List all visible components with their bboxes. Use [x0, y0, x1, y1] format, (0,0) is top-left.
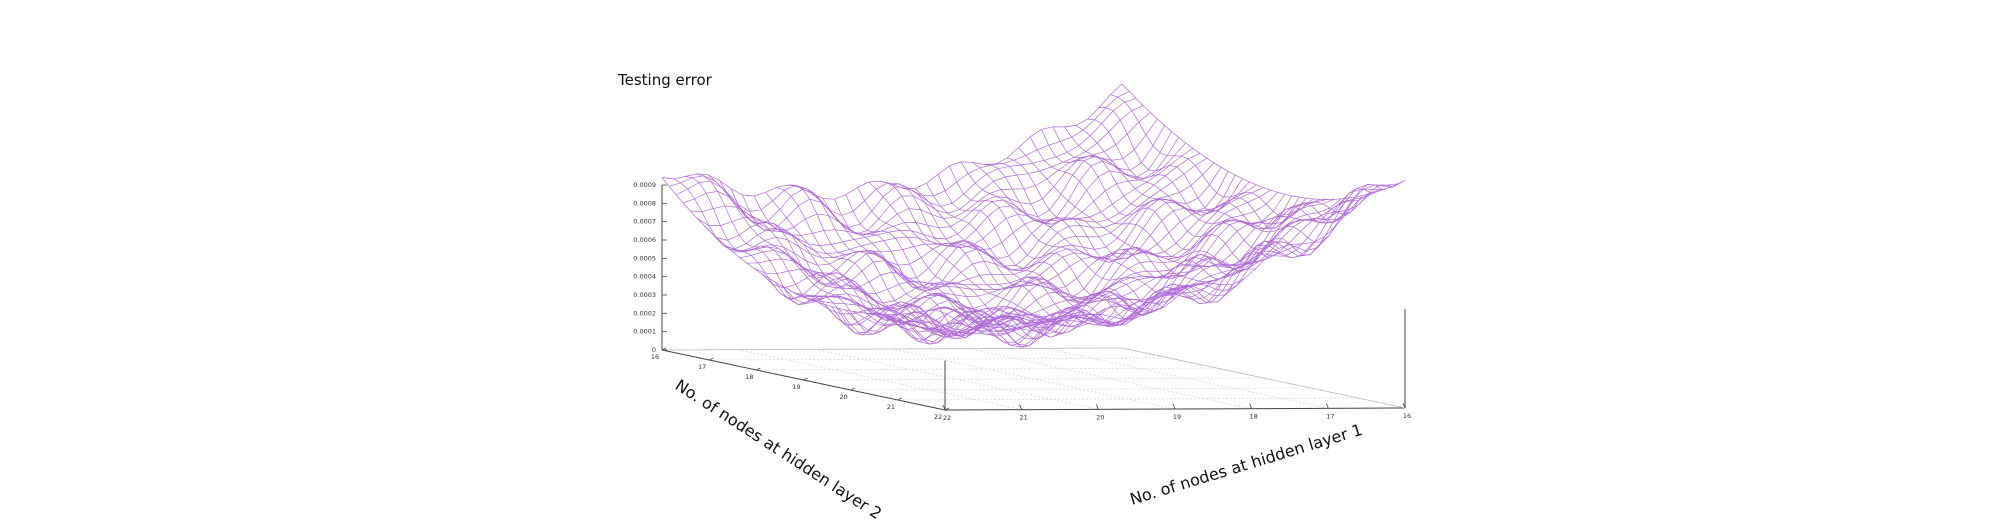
x-tick-label: 22 — [943, 414, 951, 422]
x-tick-mark — [1019, 404, 1023, 410]
z-tick-label: 0 — [652, 346, 656, 354]
z-tick-label: 0.0008 — [633, 199, 656, 207]
surface-mesh-line — [760, 167, 1222, 295]
z-axis-label: Testing error — [617, 71, 713, 89]
y-tick-mark — [803, 377, 808, 381]
surface-mesh-line — [909, 193, 1370, 340]
surface-mesh-line — [1098, 107, 1383, 229]
surface-mesh-line — [661, 83, 1123, 200]
surface-mesh-line — [1110, 94, 1394, 218]
surface-mesh-line — [767, 171, 1229, 304]
y-tick-mark — [756, 367, 761, 371]
y-tick-label: 19 — [792, 383, 800, 391]
x-tick-label: 19 — [1173, 413, 1181, 421]
floor-grid-line — [897, 397, 1358, 401]
z-tick-label: 0.0004 — [633, 273, 656, 281]
y-tick-mark — [944, 407, 950, 411]
y-tick-label: 16 — [651, 353, 659, 361]
surface-mesh-line — [739, 153, 1200, 288]
y-tick-label: 18 — [745, 373, 753, 381]
surface-mesh-line — [683, 105, 1144, 235]
back-edge-line — [1121, 347, 1406, 409]
surface-mesh-line — [881, 198, 1342, 337]
x-tick-mark — [942, 404, 946, 411]
surface-mesh-line — [824, 194, 1285, 331]
x-tick-label: 21 — [1020, 414, 1028, 422]
surface-mesh-line — [810, 189, 1271, 325]
y-tick-label: 21 — [887, 403, 895, 411]
tick-labels: 0.0009 0.0008 0.0007 0.0006 0.0005 0.0004 0.00… — [633, 181, 1411, 422]
surface-mesh-line — [1121, 83, 1406, 200]
floor-grid-line — [756, 367, 1217, 371]
y-tick-mark — [897, 397, 903, 401]
surface-mesh-line — [697, 118, 1158, 236]
z-tick-label: 0.0007 — [633, 218, 656, 226]
surface-mesh — [661, 83, 1406, 348]
surface-mesh-line — [799, 187, 1084, 339]
floor-grid-line — [850, 387, 1311, 391]
surface-mesh-line — [874, 198, 1335, 335]
surface-mesh-line — [831, 195, 1293, 338]
x-tick-mark — [1402, 402, 1406, 409]
floor-grid-line — [803, 377, 1264, 381]
floor-grid-line — [1045, 347, 1329, 409]
surface-mesh-line — [753, 162, 1215, 290]
x-axis-label: No. of nodes at hidden layer 1 — [1128, 420, 1365, 509]
surface-mesh-line — [704, 125, 1165, 246]
floor-grid-line — [891, 348, 1176, 410]
surface-mesh-line — [676, 98, 1137, 228]
x-tick-mark — [1249, 403, 1253, 409]
z-tick-label: 0.0009 — [633, 181, 656, 189]
surface-mesh-line — [690, 112, 1151, 236]
floor-grid-line — [709, 357, 1170, 361]
surface-mesh-line — [789, 181, 1250, 312]
surface-mesh-line — [782, 178, 1243, 310]
x-tick-label: 16 — [1403, 412, 1411, 420]
surface-mesh-line — [796, 184, 1257, 320]
surface-mesh-line — [803, 187, 1264, 326]
x-tick-mark — [1172, 403, 1176, 410]
floor-grid — [661, 347, 1406, 411]
z-tick-label: 0.0003 — [633, 291, 656, 299]
surface-mesh-line — [845, 197, 1307, 337]
y-tick-label: 20 — [840, 393, 848, 401]
x-tick-label: 20 — [1096, 413, 1104, 421]
y-tick-label: 17 — [698, 363, 706, 371]
surface-mesh-line — [725, 142, 1186, 266]
x-tick-mark — [1325, 403, 1329, 409]
surface-mesh-line — [895, 196, 1356, 348]
surface-mesh-line — [732, 148, 1193, 279]
y-tick-label: 22 — [934, 413, 942, 421]
surface-mesh-line — [684, 176, 969, 342]
z-tick-label: 0.0006 — [633, 236, 656, 244]
surface-mesh-line — [1075, 125, 1360, 225]
surface-mesh-line — [923, 188, 1384, 332]
surface-mesh-line — [902, 195, 1363, 347]
surface-mesh-line — [937, 174, 1222, 316]
z-tick-label: 0.0005 — [633, 254, 656, 262]
surface-mesh-line — [838, 196, 1300, 340]
surface-mesh-line — [711, 131, 1172, 255]
surface-mesh-line — [718, 137, 1179, 259]
chart-axes — [661, 184, 1406, 411]
x-tick-mark — [1095, 404, 1099, 410]
y-axis-label: No. of nodes at hidden layer 2 — [672, 375, 885, 523]
surface-mesh-line — [867, 199, 1328, 338]
surface-mesh-line — [860, 198, 1321, 336]
z-tick-label: 0.0002 — [633, 309, 656, 317]
surface-mesh-line — [669, 91, 1130, 216]
y-tick-mark — [708, 357, 714, 361]
x-tick-label: 17 — [1326, 412, 1334, 420]
back-edge-line — [661, 347, 1123, 351]
x-tick-label: 18 — [1250, 413, 1258, 421]
y-tick-mark — [661, 347, 667, 351]
surface-mesh-line — [673, 178, 957, 330]
floor-grid-line — [968, 348, 1252, 410]
y-tick-mark — [850, 387, 855, 391]
z-tick-label: 0.0001 — [633, 328, 656, 336]
surface-mesh-line — [817, 192, 1278, 324]
